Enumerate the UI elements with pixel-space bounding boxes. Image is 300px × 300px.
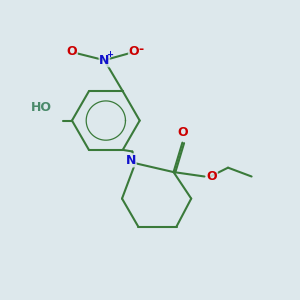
Text: O: O [128, 45, 139, 58]
Text: -: - [139, 43, 144, 56]
Text: HO: HO [31, 101, 52, 114]
Text: N: N [99, 54, 110, 67]
Text: O: O [67, 45, 77, 58]
Text: +: + [106, 50, 113, 59]
Text: O: O [177, 126, 188, 139]
Text: O: O [207, 170, 218, 183]
Text: N: N [126, 154, 136, 167]
